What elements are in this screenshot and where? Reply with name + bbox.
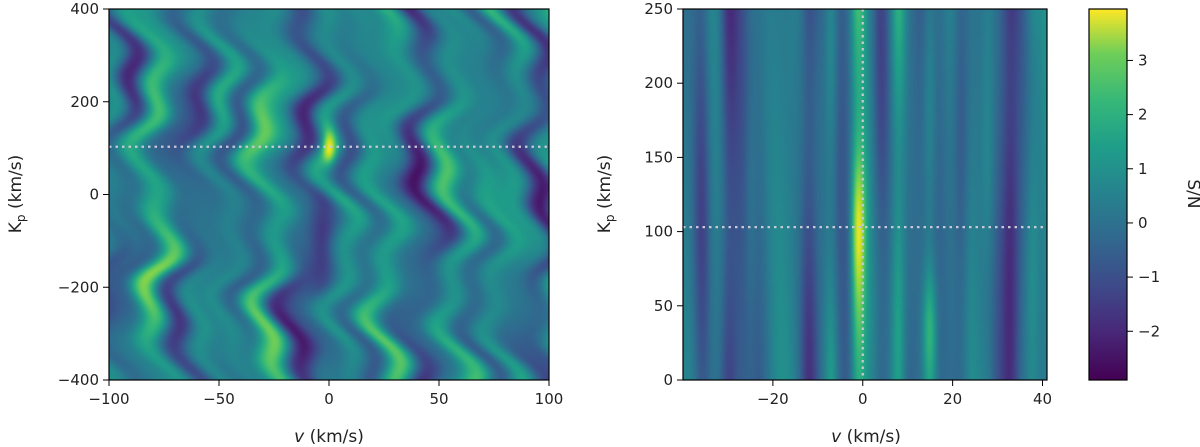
left-y-tick-label: −200 <box>58 278 99 296</box>
right-x-axis-label: v (km/s) <box>831 427 901 447</box>
right-heatmap <box>683 9 1047 380</box>
right-y-tick-label: 100 <box>644 223 673 241</box>
right-axes-frame <box>682 8 1048 381</box>
right-y-tick-label: 250 <box>644 0 673 18</box>
right-y-tick-label: 150 <box>644 148 673 166</box>
right-y-tick-label: 50 <box>654 297 673 315</box>
colorbar-ticks: −2 −1 0 1 2 3 <box>1127 51 1160 340</box>
left-y-axis-label: Kp (km/s) <box>6 155 28 233</box>
left-y-tick-label: −400 <box>58 371 99 389</box>
colorbar-tick-label: 2 <box>1138 106 1148 124</box>
left-panel: −100 −50 0 50 100 −400 −200 0 200 400 v (km/s) K… <box>6 0 563 447</box>
left-y-tick-label: 200 <box>70 93 99 111</box>
colorbar-tick-label: 1 <box>1138 160 1148 178</box>
left-x-ticks: −100 −50 0 50 100 <box>88 380 563 408</box>
right-x-tick-label: 20 <box>943 390 962 408</box>
right-y-tick-label: 0 <box>663 371 673 389</box>
right-panel: −20 0 20 40 0 50 100 150 200 250 v (km/s) Kp (km… <box>595 0 1052 447</box>
left-y-ticks: −400 −200 0 200 400 <box>58 0 109 389</box>
right-y-tick-label: 200 <box>644 74 673 92</box>
colorbar-tick-label: −2 <box>1138 322 1160 340</box>
left-x-tick-label: 100 <box>535 390 564 408</box>
left-x-tick-label: −50 <box>203 390 235 408</box>
colorbar-gradient <box>1088 8 1128 381</box>
left-y-tick-label: 0 <box>89 186 99 204</box>
right-x-ticks: −20 0 20 40 <box>757 380 1052 408</box>
right-y-ticks: 0 50 100 150 200 250 <box>644 0 683 389</box>
colorbar-label: S/N <box>1183 179 1200 208</box>
colorbar-tick-label: 3 <box>1138 51 1148 69</box>
right-x-tick-label: −20 <box>757 390 789 408</box>
left-x-tick-label: 0 <box>324 390 334 408</box>
left-x-axis-label: v (km/s) <box>294 427 364 447</box>
colorbar: −2 −1 0 1 2 3 S/N <box>1088 8 1200 381</box>
right-y-axis-label: Kp (km/s) <box>595 155 617 233</box>
right-x-tick-label: 40 <box>1033 390 1052 408</box>
left-x-tick-label: 50 <box>429 390 448 408</box>
right-x-tick-label: 0 <box>858 390 868 408</box>
left-y-tick-label: 400 <box>70 0 99 18</box>
colorbar-tick-label: −1 <box>1138 268 1160 286</box>
left-x-tick-label: −100 <box>88 390 129 408</box>
colorbar-tick-label: 0 <box>1138 214 1148 232</box>
left-heatmap <box>109 9 549 380</box>
